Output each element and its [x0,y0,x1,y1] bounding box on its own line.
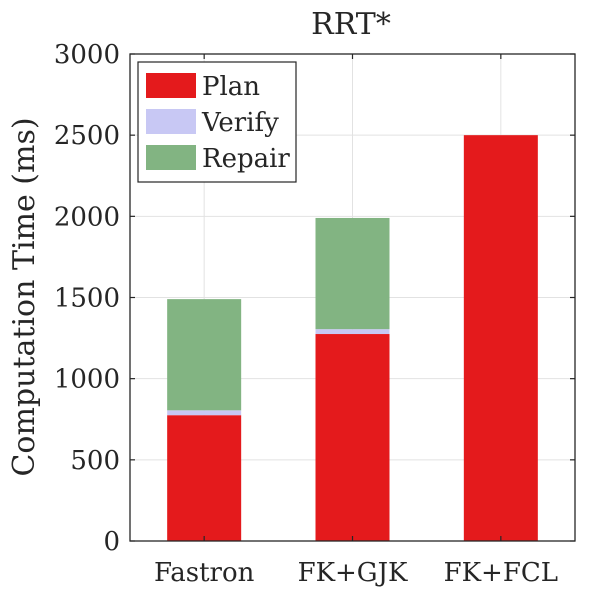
y-tick-label: 2000 [54,202,120,232]
y-tick-label: 1000 [54,365,120,395]
chart-title: RRT* [311,7,391,42]
y-tick-label: 1500 [54,284,120,314]
legend-swatch [146,109,196,134]
legend-label: Verify [201,108,279,138]
legend-swatch [146,145,196,170]
x-tick-label: FK+GJK [298,558,408,588]
bar-plan [315,334,390,541]
bar-repair [167,299,242,411]
legend: Plan Verify Repair [137,61,297,183]
bars [167,135,538,541]
bar-plan [463,135,538,541]
y-tick-label: 500 [70,446,120,476]
x-tick-label: FK+FCL [444,558,558,588]
y-tick-label: 0 [103,527,120,557]
y-tick-label: 3000 [54,40,120,70]
legend-label: Plan [202,72,260,102]
tick-labels: 0 500 1000 1500 2000 2500 3000 Fastron FK+GJK FK+… [54,40,558,588]
x-tick-label: Fastron [154,558,255,588]
legend-swatch [146,73,196,98]
y-axis-label: Computation Time (ms) [7,117,42,476]
bar-verify [315,329,390,335]
axis-ticks [130,53,575,542]
y-tick-label: 2500 [54,121,120,151]
bar-repair [315,217,390,330]
bar-verify [167,410,242,416]
legend-label: Repair [202,144,290,174]
bar-plan [167,415,242,541]
